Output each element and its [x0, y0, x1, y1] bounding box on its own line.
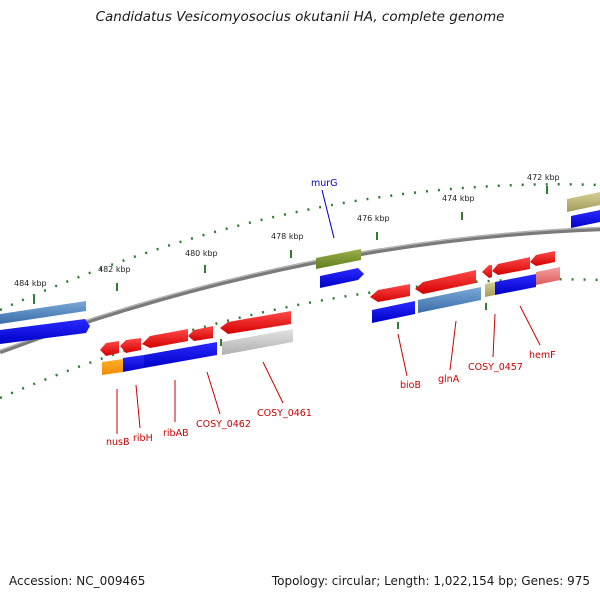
- gene-block[interactable]: [120, 338, 141, 353]
- gene-block[interactable]: [100, 341, 119, 356]
- inner-scale-ring: [0, 278, 600, 400]
- gene-block[interactable]: [188, 326, 213, 341]
- gene-block[interactable]: [482, 265, 492, 278]
- gene-block-hemf[interactable]: [536, 267, 560, 285]
- gene-block[interactable]: [370, 284, 410, 302]
- gene-label-cosy-0462: COSY_0462: [196, 419, 251, 430]
- gene-block[interactable]: [415, 270, 476, 294]
- scale-label-474: 474 kbp: [442, 194, 475, 203]
- map-title: Candidatus Vesicomyosocius okutanii HA, …: [95, 9, 505, 25]
- gene-label-cosy-0461: COSY_0461: [257, 408, 312, 419]
- gene-block-cosy-0457[interactable]: [485, 282, 495, 297]
- gene-block[interactable]: [0, 301, 86, 324]
- gene-label-ribab: ribAB: [163, 428, 189, 439]
- inner-reverse-genes: [102, 267, 560, 375]
- outer-gene-track: [0, 192, 600, 344]
- gene-label-hemf: hemF: [529, 350, 556, 361]
- gene-block[interactable]: [492, 257, 530, 275]
- gene-label-glna: glnA: [438, 374, 460, 385]
- inner-forward-genes: [100, 251, 555, 356]
- gene-block-glna[interactable]: [418, 287, 481, 313]
- gene-label-murg: murG: [311, 178, 338, 189]
- gene-block-ribab[interactable]: [144, 342, 217, 368]
- major-ticks: [33, 186, 548, 368]
- gene-block[interactable]: [495, 274, 536, 295]
- gene-block-nusb[interactable]: [102, 359, 123, 375]
- gene-label-biob: bioB: [400, 380, 421, 391]
- scale-label-472: 472 kbp: [527, 173, 560, 182]
- gene-label-cosy-0457: COSY_0457: [468, 362, 523, 373]
- scale-label-482: 482 kbp: [98, 265, 131, 274]
- gene-block-cosy-0461[interactable]: [222, 329, 293, 355]
- gene-label-nusb: nusB: [106, 437, 130, 448]
- scale-label-484: 484 kbp: [14, 279, 47, 288]
- gene-block-biob[interactable]: [372, 301, 415, 323]
- scale-label-476: 476 kbp: [357, 214, 390, 223]
- gene-block[interactable]: [530, 251, 555, 266]
- topology-text: Topology: circular; Length: 1,022,154 bp…: [271, 574, 590, 588]
- gene-block[interactable]: [320, 268, 364, 288]
- gene-block[interactable]: [142, 329, 188, 348]
- gene-label-ribh: ribH: [133, 433, 153, 444]
- gene-block[interactable]: [571, 210, 600, 228]
- label-leaders: [116, 189, 541, 434]
- gene-block-murg[interactable]: [316, 249, 361, 269]
- accession-text: Accession: NC_009465: [9, 574, 146, 588]
- gene-block[interactable]: [0, 319, 90, 344]
- scale-label-480: 480 kbp: [185, 249, 218, 258]
- gene-block-ribh[interactable]: [123, 355, 144, 372]
- scale-label-478: 478 kbp: [271, 232, 304, 241]
- gene-block[interactable]: [220, 311, 291, 334]
- gene-block[interactable]: [567, 192, 600, 212]
